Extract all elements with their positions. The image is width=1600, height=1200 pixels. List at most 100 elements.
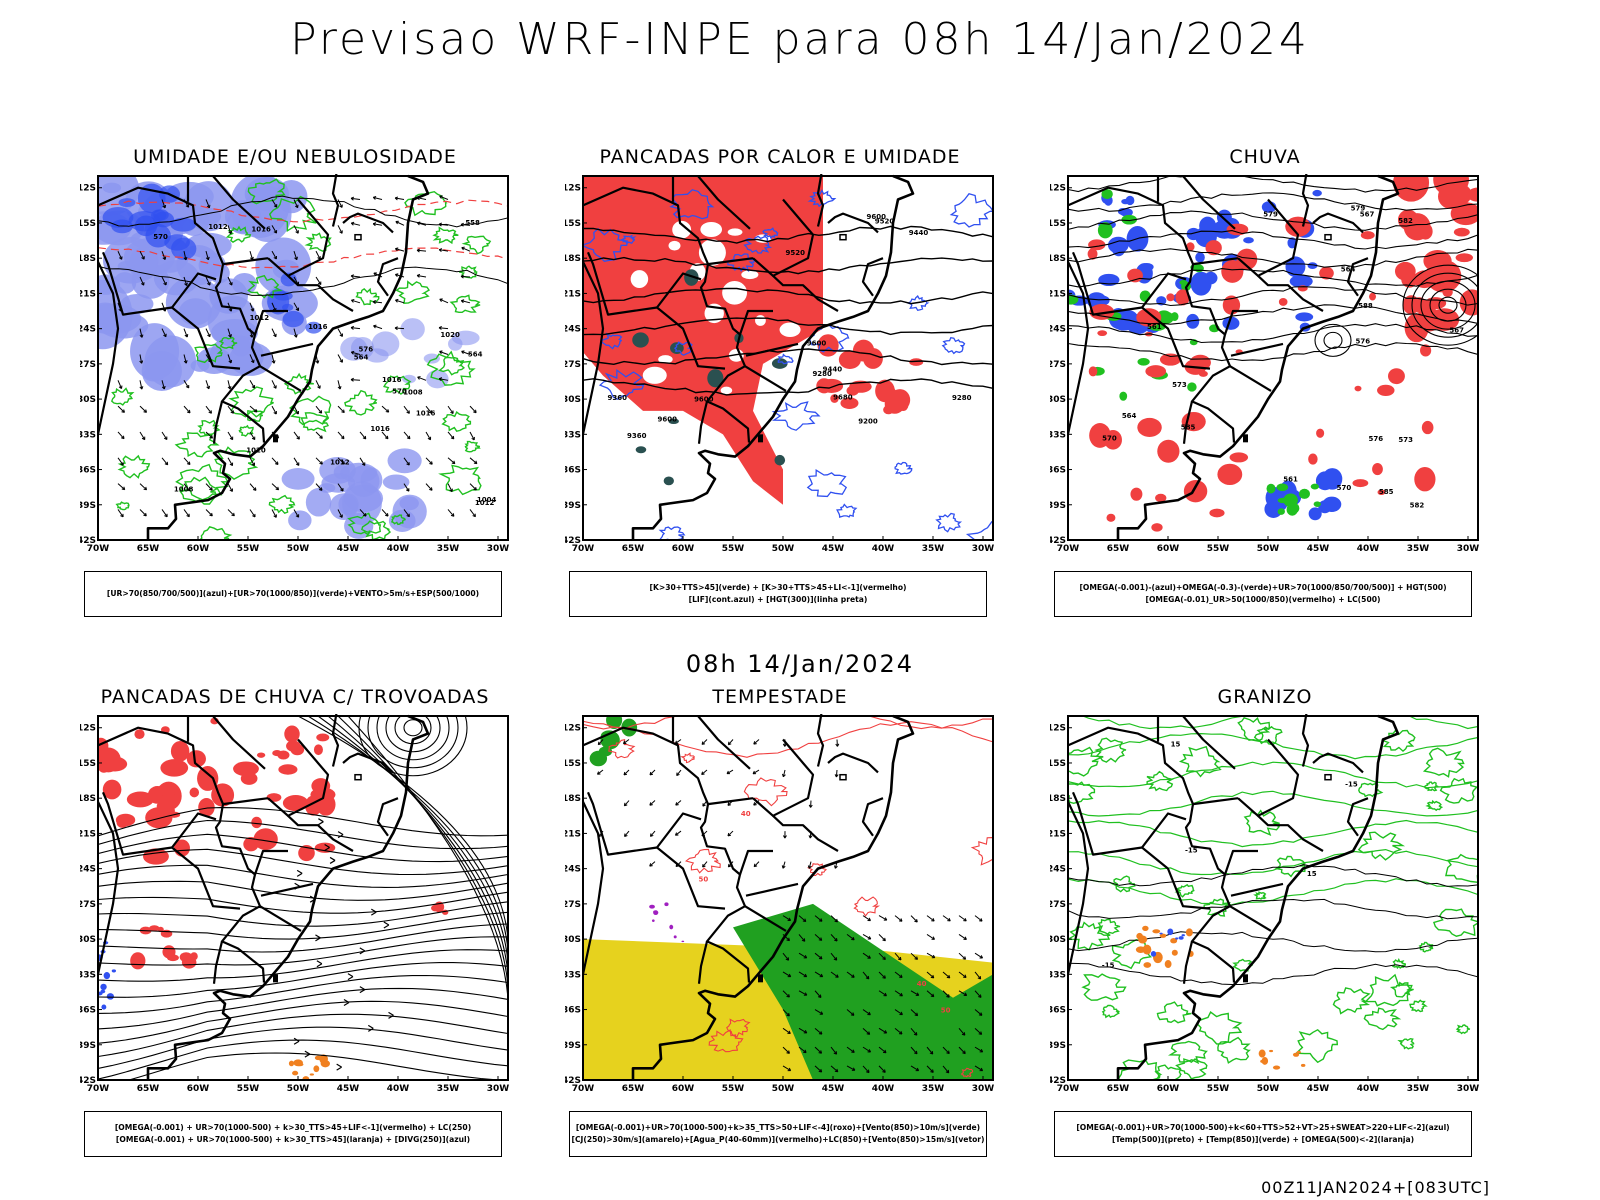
- wind-vector: [161, 328, 167, 337]
- political-border: [1067, 726, 1236, 983]
- lat-tick-label: 18S: [565, 254, 581, 264]
- contour-label: 40: [917, 980, 927, 988]
- data-patch: [1121, 198, 1130, 205]
- lat-tick-label: 42S: [565, 536, 581, 546]
- wind-vector: [624, 830, 630, 837]
- contour-line: [1068, 304, 1478, 325]
- data-patch: [1089, 304, 1115, 320]
- wind-vector: [846, 1046, 855, 1053]
- lat-tick-label: 36S: [80, 466, 96, 476]
- political-border: [697, 941, 709, 984]
- wind-arrowhead: [394, 326, 398, 331]
- contour-loop: [1439, 777, 1478, 804]
- lat-tick-label: 24S: [80, 865, 96, 875]
- lon-tick-label: 50W: [287, 544, 310, 554]
- contour-label: 585: [1181, 423, 1196, 431]
- legend-line-1: [OMEGA(-0.001)-(azul)+OMEGA(-0.3)-(verde…: [1079, 583, 1447, 592]
- data-patch: [256, 752, 266, 758]
- contour-line: [583, 317, 993, 336]
- wind-vector: [271, 509, 277, 518]
- data-patch: [313, 1065, 320, 1073]
- data-patch: [1204, 271, 1218, 285]
- legend-box: [OMEGA(-0.001)+UR>70(1000-500)+k<60+TTS>…: [1054, 1111, 1472, 1157]
- wind-arrowhead: [946, 994, 950, 998]
- wind-vector: [798, 1046, 807, 1054]
- data-patch: [830, 394, 839, 403]
- data-patch: [1209, 508, 1225, 518]
- wind-arrowhead: [753, 741, 757, 745]
- lon-tick-label: 60W: [187, 544, 210, 554]
- wind-vector: [623, 739, 630, 745]
- wind-vector: [351, 299, 361, 304]
- wind-arrowhead: [186, 409, 191, 414]
- map-frame: [1067, 715, 1479, 1081]
- wind-arrowhead: [817, 994, 822, 998]
- political-border: [745, 342, 799, 357]
- wind-arrowhead: [807, 865, 812, 869]
- political-border: [656, 306, 726, 370]
- contour-loop: [214, 446, 259, 480]
- wind-vector: [337, 328, 343, 337]
- wind-arrowhead: [883, 917, 888, 921]
- wind-vector: [878, 990, 887, 997]
- wind-vector: [942, 915, 951, 922]
- wind-arrowhead: [121, 409, 125, 413]
- wind-arrowhead: [946, 1050, 950, 1055]
- data-patch: [387, 448, 422, 474]
- contour-loop: [1432, 908, 1478, 937]
- wind-vector: [403, 457, 410, 466]
- vortex-ring: [367, 716, 459, 769]
- data-patch: [1377, 384, 1395, 397]
- political-border: [1257, 274, 1324, 312]
- data-patch: [1266, 483, 1276, 494]
- wind-vector: [727, 830, 734, 837]
- data-patch: [651, 919, 655, 923]
- lon-tick-label: 65W: [1107, 1084, 1130, 1094]
- wind-arrowhead: [451, 460, 456, 465]
- wind-vector: [439, 298, 449, 304]
- legend-line-1: [UR>70(850/700/500)](azul)+[UR>70(1000/8…: [106, 589, 480, 598]
- wind-vector: [183, 457, 191, 465]
- wind-vector: [395, 248, 405, 252]
- contour-loop: [461, 235, 492, 255]
- data-patch: [1166, 293, 1175, 302]
- contour-loop: [1094, 737, 1127, 763]
- wind-vector: [753, 861, 760, 868]
- data-patch: [106, 993, 115, 1000]
- wind-vector: [249, 380, 255, 389]
- wind-arrowhead: [979, 1048, 984, 1053]
- wind-arrowhead: [139, 360, 144, 364]
- wind-vector: [461, 350, 471, 355]
- wind-vector: [183, 405, 191, 414]
- wind-arrowhead: [394, 196, 399, 201]
- wind-arrowhead: [979, 1067, 984, 1072]
- lat-tick-label: 12S: [80, 724, 96, 734]
- data-patch: [1104, 430, 1122, 450]
- political-border: [331, 174, 340, 227]
- contour-line: [583, 716, 993, 730]
- data-patch: [1136, 308, 1162, 327]
- contour-line: [1068, 268, 1478, 288]
- wind-arrowhead: [185, 204, 190, 208]
- political-border: [1237, 198, 1300, 277]
- wind-arrowhead: [183, 256, 188, 261]
- lon-tick-label: 45W: [1307, 1084, 1330, 1094]
- wind-vector: [597, 769, 604, 775]
- lon-tick-label: 65W: [137, 544, 160, 554]
- wind-arrowhead: [228, 334, 232, 338]
- lat-tick-label: 15S: [1050, 759, 1066, 769]
- wind-vector: [293, 302, 299, 311]
- legend-line-2: [Temp(500)](preto) + [Temp(850)](verde) …: [1111, 1135, 1415, 1144]
- contour-label: 1016: [416, 409, 436, 417]
- political-border: [772, 274, 839, 312]
- lon-tick-label: 40W: [872, 544, 895, 554]
- data-patch: [1119, 391, 1128, 401]
- wind-vector: [926, 1046, 934, 1055]
- wind-vector: [271, 250, 277, 260]
- lat-tick-label: 15S: [1050, 219, 1066, 229]
- wind-vector: [337, 225, 343, 234]
- wind-arrowhead: [296, 436, 300, 440]
- lon-tick-label: 40W: [387, 544, 410, 554]
- lat-tick-label: 30S: [80, 935, 96, 945]
- data-patch: [1377, 489, 1386, 496]
